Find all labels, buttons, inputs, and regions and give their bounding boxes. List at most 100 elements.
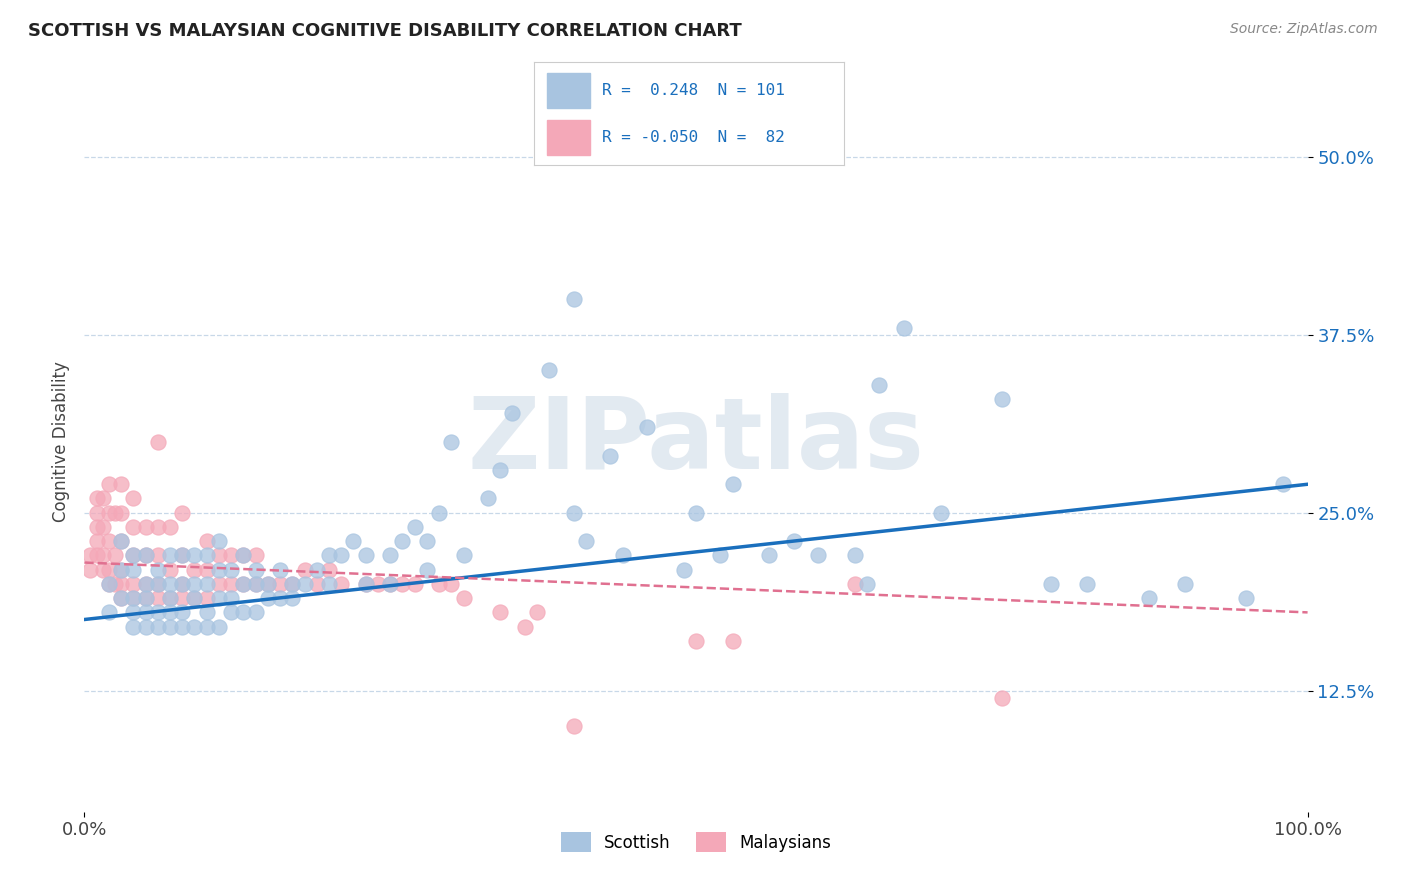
Point (281, 577, 304, 591)
Point (172, 606, 194, 620)
Point (172, 549, 194, 563)
Point (208, 534, 231, 549)
Point (269, 577, 291, 591)
Point (135, 591, 157, 606)
Point (783, 534, 806, 549)
Point (183, 563, 205, 577)
Point (146, 577, 169, 591)
Point (354, 577, 377, 591)
Point (195, 563, 218, 577)
Point (122, 549, 145, 563)
Point (110, 534, 132, 549)
Point (1174, 577, 1197, 591)
Point (135, 577, 157, 591)
Text: R = -0.050  N =  82: R = -0.050 N = 82 (602, 130, 785, 145)
Point (502, 406, 524, 420)
Point (672, 563, 695, 577)
Point (195, 534, 218, 549)
Point (97, 506, 120, 520)
Point (122, 549, 145, 563)
Point (122, 563, 145, 577)
Point (685, 633, 707, 648)
Point (183, 577, 205, 591)
Point (195, 591, 218, 606)
Point (110, 591, 132, 606)
Point (183, 591, 205, 606)
Point (354, 549, 377, 563)
Point (208, 563, 231, 577)
Point (758, 549, 780, 563)
Point (575, 534, 598, 549)
Point (172, 591, 194, 606)
Point (219, 577, 242, 591)
Point (91, 491, 114, 506)
Point (709, 549, 731, 563)
Point (122, 606, 145, 620)
Point (172, 577, 194, 591)
Point (172, 619, 194, 633)
Point (380, 549, 402, 563)
Point (172, 577, 194, 591)
Point (1272, 477, 1295, 491)
Point (844, 549, 866, 563)
Point (135, 606, 157, 620)
Point (489, 463, 512, 477)
Point (440, 577, 463, 591)
Point (86, 506, 108, 520)
Point (159, 606, 181, 620)
Point (562, 506, 585, 520)
Point (807, 549, 830, 563)
Point (91, 549, 114, 563)
Point (219, 606, 242, 620)
Point (404, 577, 426, 591)
Bar (547, 73, 591, 108)
Point (135, 591, 157, 606)
Point (195, 577, 218, 591)
Point (110, 477, 132, 491)
Point (991, 690, 1014, 705)
Point (342, 534, 364, 549)
Point (122, 591, 145, 606)
Point (159, 591, 181, 606)
Point (104, 577, 127, 591)
Point (245, 577, 267, 591)
Point (562, 292, 585, 306)
Point (281, 591, 304, 606)
Point (97, 606, 120, 620)
Point (477, 491, 499, 506)
Text: ZIPatlas: ZIPatlas (468, 393, 924, 490)
Point (86, 491, 108, 506)
Point (721, 633, 744, 648)
Point (219, 549, 242, 563)
Point (110, 577, 132, 591)
Point (135, 619, 157, 633)
Point (305, 577, 328, 591)
Point (86, 549, 108, 563)
Point (97, 534, 120, 549)
Point (844, 577, 866, 591)
Point (122, 591, 145, 606)
Point (245, 549, 267, 563)
Point (562, 719, 585, 733)
Point (146, 434, 169, 449)
Point (110, 534, 132, 549)
Point (110, 506, 132, 520)
Point (135, 549, 157, 563)
Point (685, 506, 707, 520)
Point (636, 420, 658, 434)
Point (257, 577, 280, 591)
Point (146, 563, 169, 577)
Point (208, 577, 231, 591)
Point (538, 363, 561, 377)
Point (232, 549, 254, 563)
Point (195, 606, 218, 620)
Point (294, 563, 316, 577)
Point (318, 563, 340, 577)
Point (110, 563, 132, 577)
Point (440, 434, 463, 449)
Point (330, 549, 353, 563)
Point (245, 563, 267, 577)
Point (159, 591, 181, 606)
Point (195, 619, 218, 633)
Point (1076, 577, 1098, 591)
